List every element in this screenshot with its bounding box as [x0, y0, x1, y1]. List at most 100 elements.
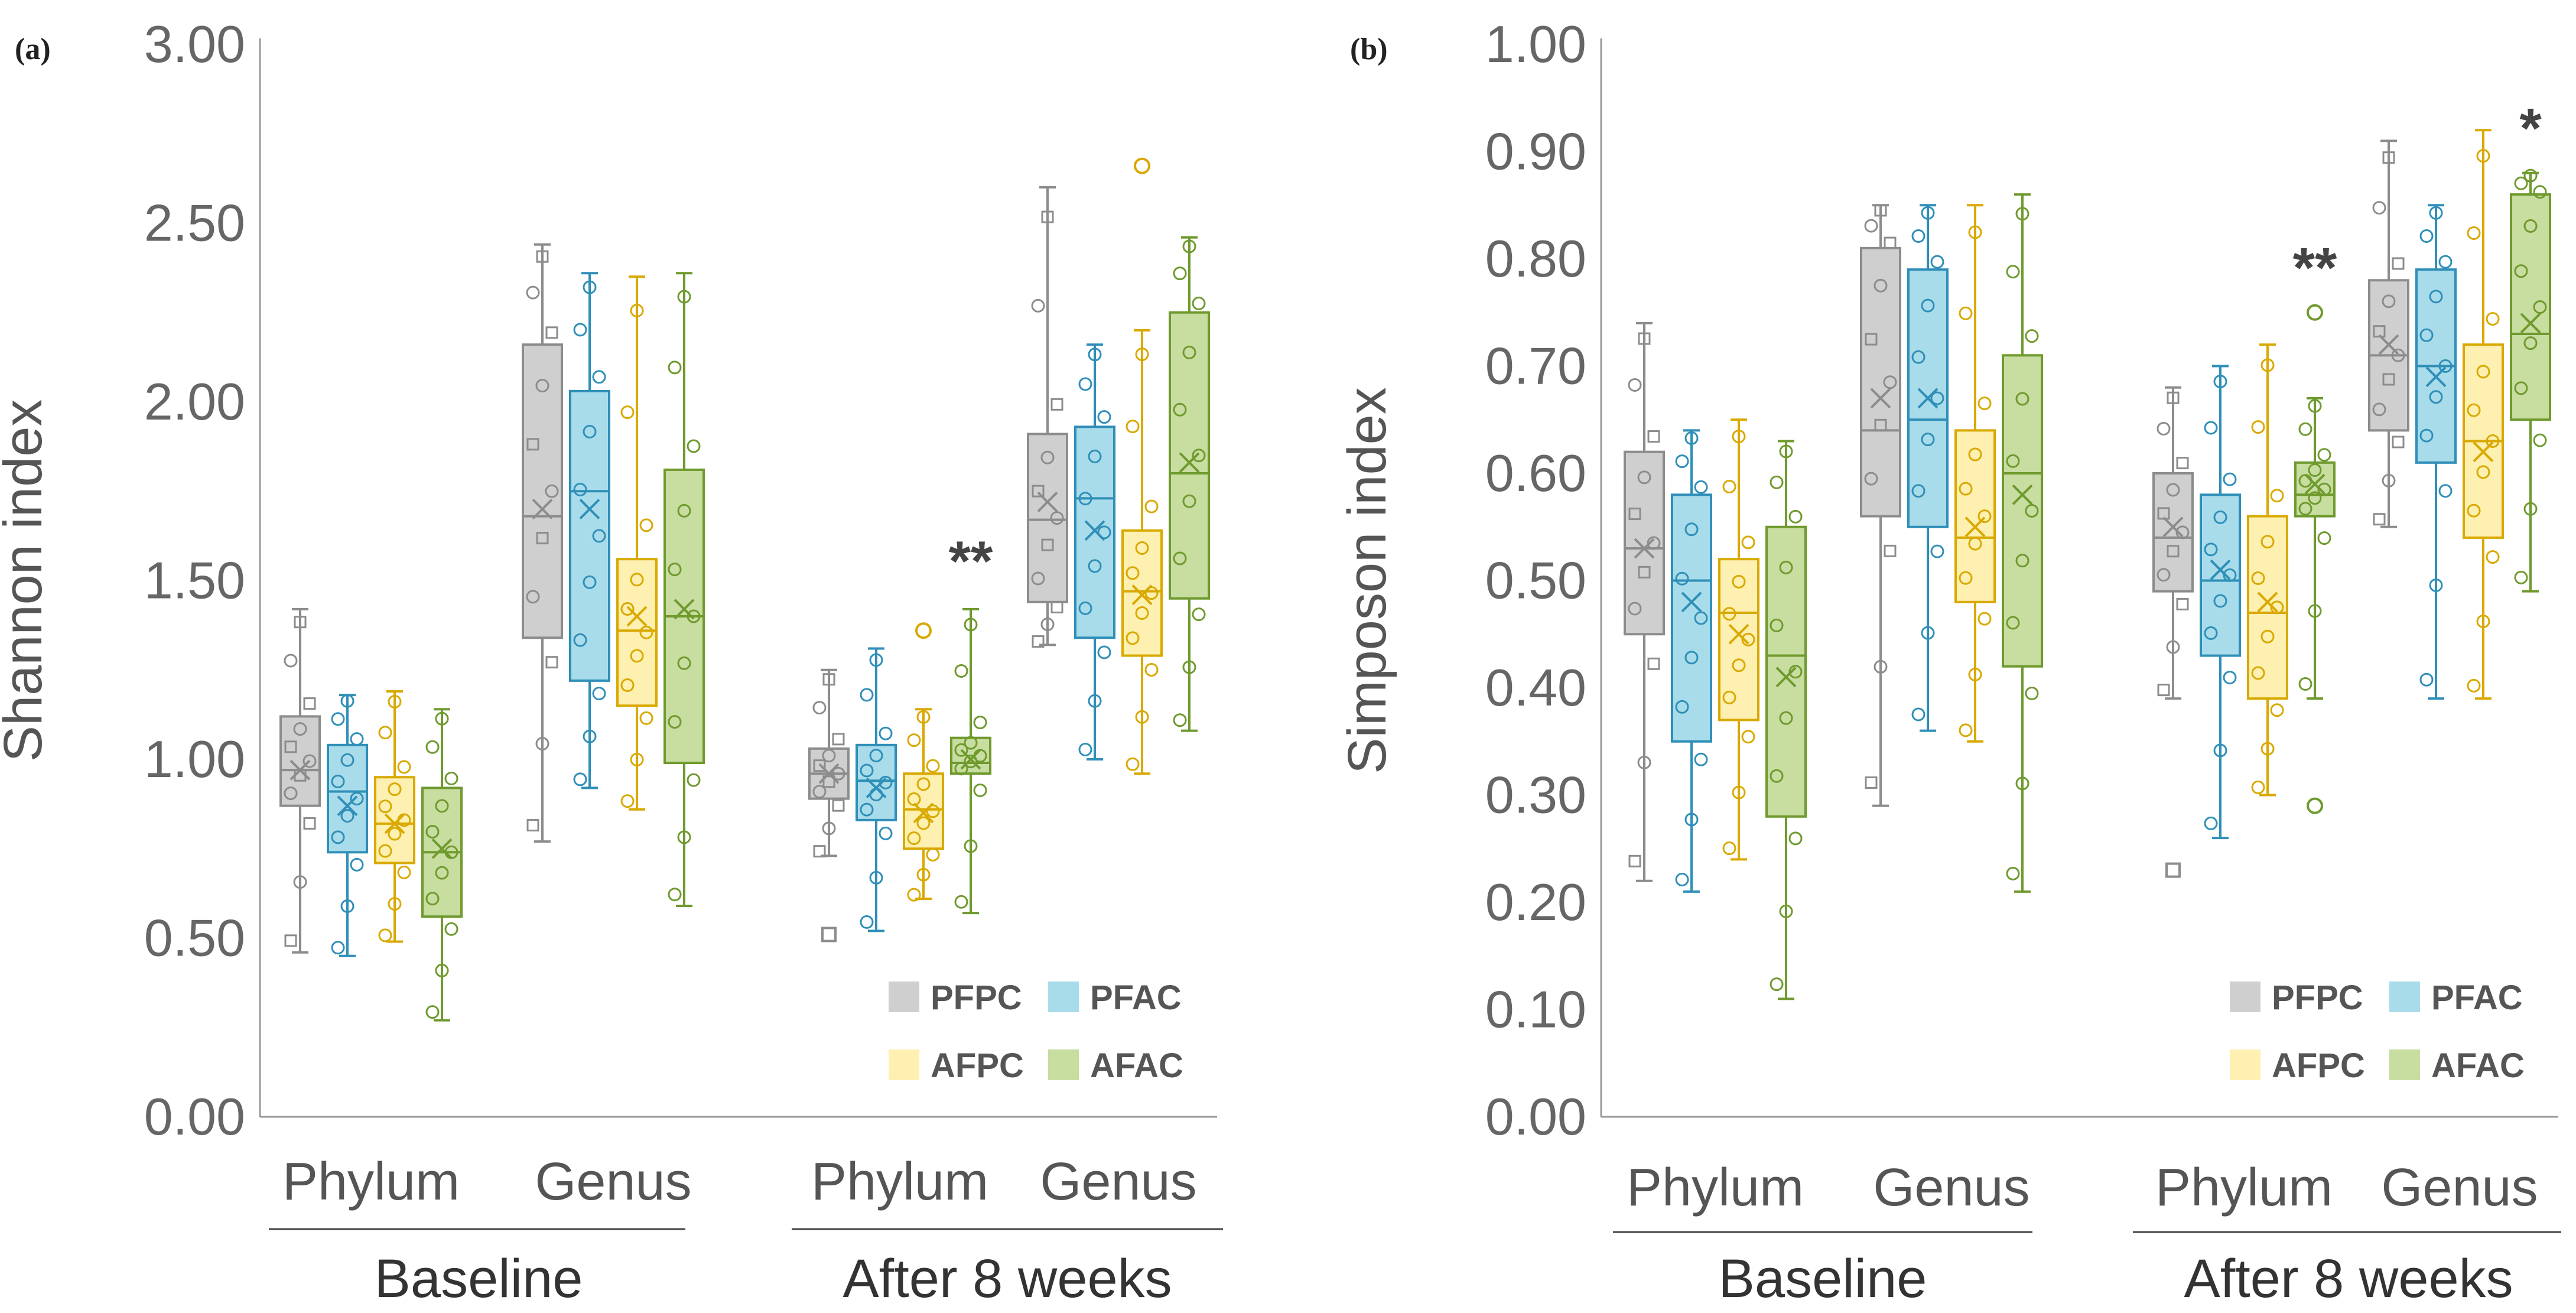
data-point — [907, 733, 921, 748]
data-point — [2438, 255, 2453, 269]
data-point — [1874, 659, 1888, 674]
data-point — [1883, 375, 1897, 389]
data-point — [2514, 381, 2528, 395]
data-point — [1182, 494, 1196, 508]
box-mean-marker — [337, 795, 358, 817]
data-point — [526, 590, 540, 604]
data-point — [2467, 403, 2481, 417]
data-point — [435, 866, 449, 880]
y-tick-label: 0.80 — [1485, 229, 1586, 288]
data-point — [340, 753, 354, 767]
data-point — [822, 673, 835, 686]
box-afpc — [1121, 529, 1163, 657]
data-point — [1770, 618, 1784, 632]
data-point — [822, 775, 835, 788]
data-point — [1050, 601, 1063, 614]
legend-label-afac: AFAC — [1090, 1046, 1183, 1085]
data-point — [2419, 428, 2434, 443]
data-point — [284, 786, 298, 800]
data-point — [2533, 300, 2547, 314]
box-pfpc — [279, 715, 321, 807]
data-point — [1126, 757, 1140, 771]
data-point — [812, 785, 827, 799]
data-point — [1884, 544, 1897, 557]
data-point — [2429, 578, 2443, 592]
box-mean-marker — [2520, 313, 2541, 334]
data-point — [916, 867, 931, 882]
data-point — [2523, 502, 2538, 516]
data-point — [2438, 484, 2453, 498]
significance-marker: ** — [2293, 236, 2337, 300]
data-point — [639, 625, 653, 639]
data-point — [2523, 336, 2538, 350]
box-pfac — [1671, 493, 1712, 743]
data-point — [1921, 626, 1935, 640]
data-point — [2523, 219, 2538, 233]
data-point — [2373, 513, 2386, 526]
data-point — [1126, 566, 1140, 580]
data-point — [2204, 626, 2218, 640]
data-point — [832, 733, 845, 746]
box-mean-marker — [1917, 388, 1938, 409]
y-axis-title: Shannon index — [0, 399, 53, 762]
data-point — [2270, 703, 2284, 717]
data-point — [1078, 377, 1092, 391]
data-point — [869, 653, 883, 667]
data-point — [1173, 551, 1187, 566]
data-point — [340, 899, 354, 914]
data-point — [2176, 457, 2189, 470]
y-tick-label: 0.60 — [1485, 444, 1586, 502]
data-point — [2025, 504, 2039, 518]
data-point — [1144, 586, 1159, 600]
legend-label-afac: AFAC — [2431, 1046, 2525, 1085]
data-point — [1192, 448, 1206, 463]
data-point — [2467, 226, 2481, 240]
data-point — [1722, 841, 1736, 856]
data-point — [677, 290, 691, 304]
data-point — [397, 813, 411, 827]
box-pfac — [2200, 493, 2241, 657]
data-point — [964, 736, 978, 750]
data-point — [1097, 410, 1111, 424]
box-mean-marker — [674, 599, 695, 620]
data-point — [397, 865, 411, 879]
data-point — [1078, 601, 1092, 615]
data-point — [822, 749, 836, 763]
data-point — [2223, 671, 2237, 685]
data-point — [378, 800, 392, 814]
box-pfpc — [1624, 450, 1665, 636]
data-point — [964, 839, 978, 853]
data-point — [1182, 346, 1196, 360]
data-point — [2157, 568, 2171, 582]
data-point — [303, 817, 316, 830]
data-point — [2298, 677, 2312, 691]
legend-label-pfac: PFAC — [2431, 979, 2523, 1017]
data-point — [1144, 499, 1159, 514]
data-point — [284, 934, 297, 947]
group-label: Phylum — [282, 1152, 460, 1211]
data-point — [573, 772, 587, 786]
data-point — [916, 816, 931, 830]
data-point — [592, 529, 606, 543]
data-point — [2166, 640, 2180, 654]
data-point — [1788, 831, 1803, 846]
box-mean-marker — [579, 499, 600, 519]
group-label: Phylum — [1627, 1158, 1804, 1217]
y-tick-label: 1.50 — [144, 551, 245, 610]
data-point — [869, 870, 883, 885]
panel-label: (b) — [1350, 32, 1388, 66]
data-point — [1977, 396, 1992, 411]
data-point — [2251, 666, 2265, 680]
data-point — [1192, 297, 1206, 311]
data-point — [1732, 574, 1746, 589]
data-point — [2204, 542, 2218, 557]
y-tick-label: 0.50 — [1485, 551, 1586, 610]
data-point — [2429, 290, 2443, 304]
data-point — [1968, 667, 1982, 681]
box-mean-marker — [2304, 473, 2325, 495]
data-point — [1647, 657, 1660, 670]
data-point — [1968, 537, 1982, 551]
box-afpc — [1954, 429, 1996, 603]
data-point — [294, 616, 307, 629]
